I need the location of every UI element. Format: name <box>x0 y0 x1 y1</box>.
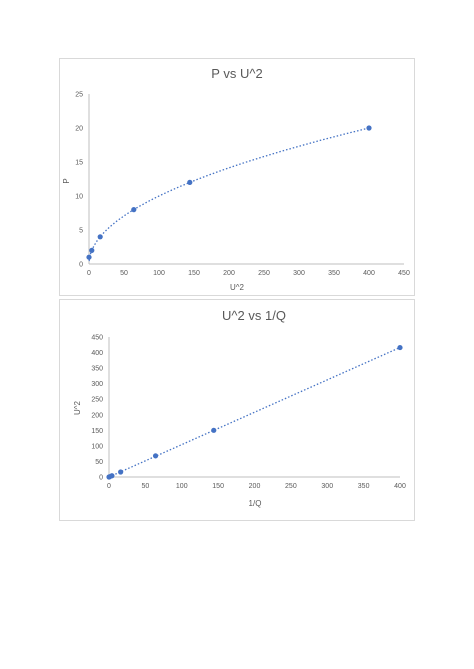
x-tick-label: 50 <box>120 270 128 277</box>
chart-p-vs-u2: P vs U^2 U^2 P 0 50 100 150 200 250 300 350 400 4… <box>59 58 415 296</box>
data-point <box>89 247 95 253</box>
chart-title: P vs U^2 <box>211 66 262 81</box>
y-tick-label: 450 <box>91 335 103 342</box>
chart-title: U^2 vs 1/Q <box>222 308 286 323</box>
x-tick-label: 200 <box>249 483 261 490</box>
y-tick-label: 150 <box>91 428 103 435</box>
data-point <box>109 473 115 479</box>
x-axis-label: U^2 <box>230 283 245 292</box>
y-tick-label: 0 <box>79 262 83 269</box>
trendline <box>88 127 370 262</box>
y-tick-label: 20 <box>75 126 83 133</box>
x-tick-label: 0 <box>87 270 91 277</box>
x-tick-label: 200 <box>223 270 235 277</box>
x-tick-label: 0 <box>107 483 111 490</box>
data-point <box>86 254 92 260</box>
y-tick-label: 300 <box>91 381 103 388</box>
x-tick-label: 150 <box>188 270 200 277</box>
x-tick-label: 350 <box>358 483 370 490</box>
y-tick-label: 400 <box>91 350 103 357</box>
y-axis-label: U^2 <box>73 400 82 415</box>
y-tick-label: 15 <box>75 160 83 167</box>
x-tick-label: 400 <box>394 483 406 490</box>
y-tick-label: 10 <box>75 194 83 201</box>
chart-u2-vs-1q-svg: U^2 vs 1/Q 1/Q U^2 0 50 100 150 200 250 300 350… <box>73 308 406 508</box>
y-axis-label: P <box>62 178 71 183</box>
y-tick-label: 200 <box>91 412 103 419</box>
x-tick-label: 100 <box>176 483 188 490</box>
data-point <box>97 234 103 240</box>
trendline <box>108 346 401 478</box>
data-point <box>211 427 217 433</box>
data-point <box>187 179 193 185</box>
x-tick-label: 300 <box>293 270 305 277</box>
y-tick-label: 0 <box>99 475 103 482</box>
x-tick-label: 400 <box>363 270 375 277</box>
x-tick-label: 100 <box>153 270 165 277</box>
y-tick-label: 5 <box>79 228 83 235</box>
plot-area: 0 50 100 150 200 250 300 350 400 0 50 100 150 200 250 3… <box>91 335 406 491</box>
y-tick-label: 350 <box>91 366 103 373</box>
data-point <box>131 207 137 213</box>
x-tick-label: 300 <box>321 483 333 490</box>
y-tick-label: 50 <box>95 459 103 466</box>
x-tick-label: 150 <box>212 483 224 490</box>
x-tick-label: 50 <box>141 483 149 490</box>
x-tick-label: 250 <box>258 270 270 277</box>
data-point <box>366 125 372 131</box>
y-tick-label: 25 <box>75 92 83 99</box>
x-tick-label: 250 <box>285 483 297 490</box>
chart-p-vs-u2-svg: P vs U^2 U^2 P 0 50 100 150 200 250 300 350 400 4… <box>62 66 410 292</box>
chart-u2-vs-1q: U^2 vs 1/Q 1/Q U^2 0 50 100 150 200 250 300 350… <box>59 299 415 521</box>
x-tick-label: 350 <box>328 270 340 277</box>
y-tick-label: 250 <box>91 397 103 404</box>
data-point <box>397 344 403 351</box>
x-axis-label: 1/Q <box>249 499 262 508</box>
data-point <box>118 469 124 475</box>
data-point <box>152 453 159 459</box>
y-tick-label: 100 <box>91 443 103 450</box>
plot-area: 0 50 100 150 200 250 300 350 400 450 0 5 10 15 20 25 <box>75 92 410 278</box>
x-tick-label: 450 <box>398 270 410 277</box>
